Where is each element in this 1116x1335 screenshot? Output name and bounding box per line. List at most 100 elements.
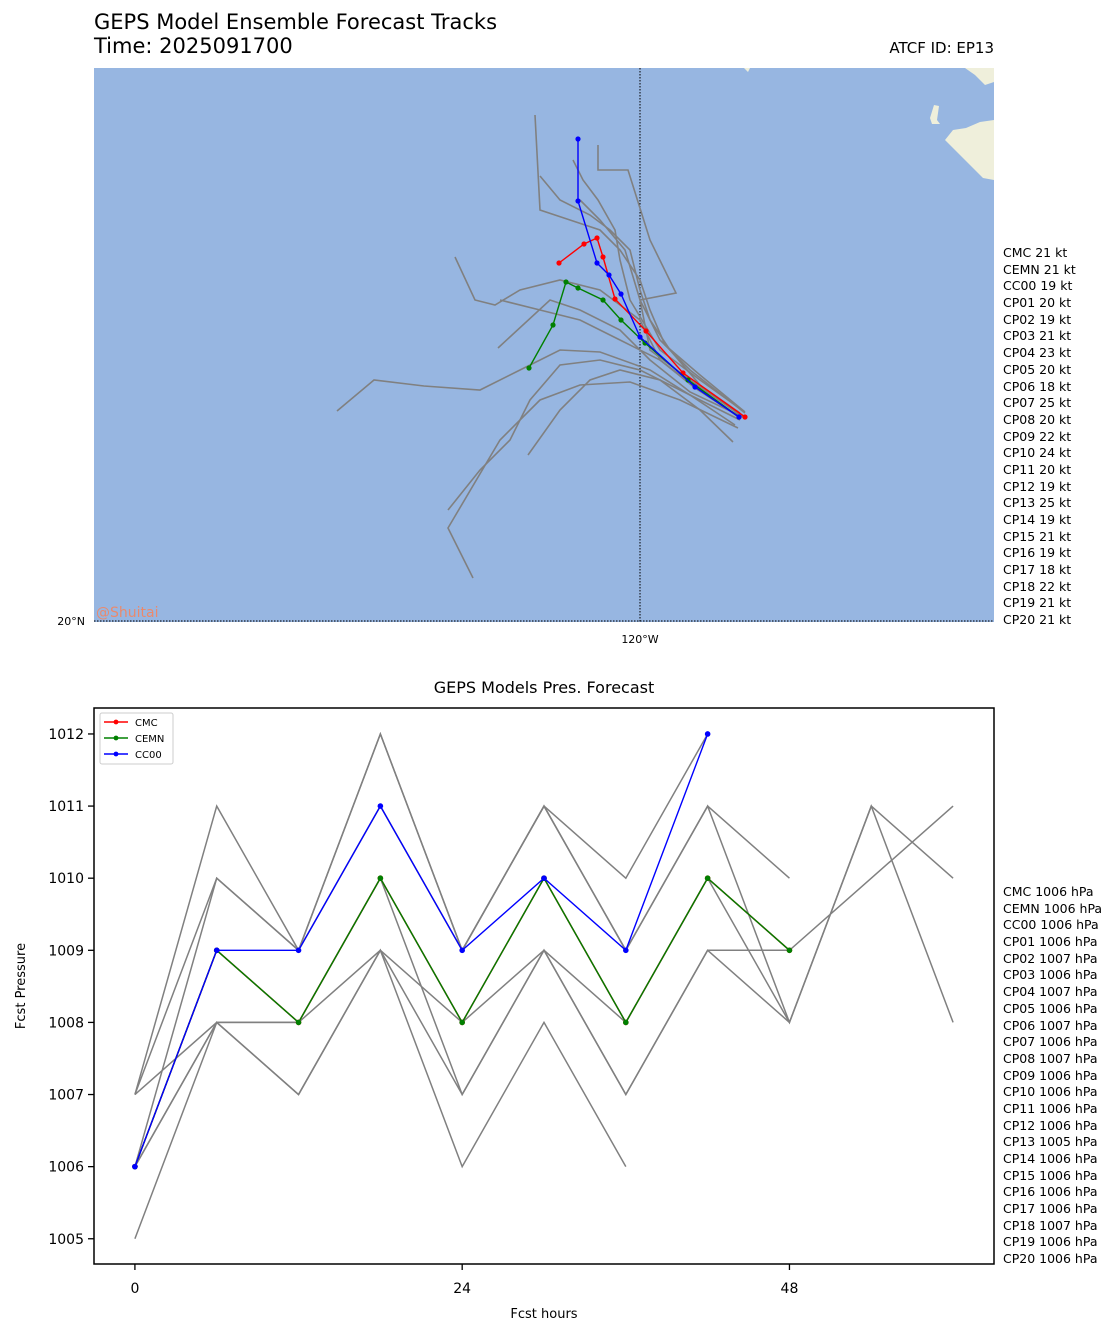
- y-tick-label: 1011: [48, 799, 84, 815]
- legend-label-cemn: CEMN: [135, 734, 164, 745]
- y-tick-label: 1005: [48, 1232, 84, 1248]
- pressure-value-label: CP06 1007 hPa: [1003, 1017, 1098, 1033]
- track-cmc-point: [612, 296, 618, 302]
- pressure-list: CMC 1006 hPa CEMN 1006 hPa CC00 1006 hPa CP…: [1003, 884, 1102, 1268]
- track-cmc-point: [643, 328, 649, 334]
- track-cemn-point: [575, 285, 581, 291]
- pressure-point-cemn: [623, 1019, 629, 1026]
- pressure-value-label: CP16 1006 hPa: [1003, 1184, 1098, 1200]
- pressure-point-cc00: [132, 1163, 138, 1170]
- legend: CMC CEMN CC00: [99, 712, 174, 765]
- pressure-value-label: CMC 1006 hPa: [1003, 884, 1094, 899]
- land-islet: [744, 68, 750, 72]
- y-tick-label: 1008: [48, 1015, 84, 1031]
- wind-intensity-label: CP03 21 kt: [1003, 328, 1072, 344]
- track-cemn-point: [563, 279, 569, 285]
- member-pressure-line-1: [134, 731, 709, 1095]
- legend-label-cc00: CC00: [135, 750, 162, 761]
- wind-intensity-label: CP08 20 kt: [1003, 411, 1072, 427]
- wind-intensity-label: CP01 20 kt: [1003, 295, 1072, 311]
- wind-intensity-label: CC00 19 kt: [1003, 278, 1073, 294]
- member-track-12: [539, 175, 741, 414]
- highlight-tracks: [526, 136, 748, 420]
- track-cc00-point: [618, 291, 624, 297]
- pressure-value-label: CP08 1007 hPa: [1003, 1050, 1098, 1066]
- pressure-value-label: CP10 1006 hPa: [1003, 1084, 1098, 1100]
- pressure-point-cc00: [295, 947, 302, 954]
- x-ticks: 0 24 48: [130, 1264, 798, 1297]
- land-baja: [945, 120, 994, 180]
- pressure-point-cc00: [704, 731, 711, 737]
- land-layer: [744, 68, 994, 180]
- pressure-point-cc00: [623, 947, 629, 954]
- lat-label: 20°N: [57, 615, 85, 628]
- pressure-point-cemn: [704, 875, 711, 881]
- legend-marker-cc00: [113, 751, 119, 757]
- track-cemn-point: [550, 322, 556, 328]
- wind-intensity-label: CP11 20 kt: [1003, 461, 1072, 477]
- pressure-line-cc00: [134, 733, 709, 1167]
- wind-intensity-label: CP05 20 kt: [1003, 361, 1072, 377]
- pressure-value-label: CP20 1006 hPa: [1003, 1251, 1098, 1267]
- track-cemn-point: [526, 365, 532, 371]
- pressure-value-label: CP04 1007 hPa: [1003, 984, 1098, 1000]
- member-pressure-line-2: [134, 731, 790, 1095]
- pressure-value-label: CP19 1006 hPa: [1003, 1234, 1098, 1250]
- wind-intensity-label: CMC 21 kt: [1003, 245, 1068, 260]
- member-pressure-line-8: [134, 876, 790, 1097]
- legend-marker-cemn: [113, 735, 119, 741]
- wind-intensity-label: CP18 22 kt: [1003, 578, 1072, 594]
- pressure-value-label: CP01 1006 hPa: [1003, 934, 1098, 950]
- pressure-point-cemn: [377, 875, 384, 881]
- wind-intensity-label: CP06 18 kt: [1003, 378, 1072, 394]
- track-cmc-point: [594, 235, 600, 241]
- wind-intensity-label: CP02 19 kt: [1003, 311, 1072, 327]
- pressure-value-label: CP17 1006 hPa: [1003, 1201, 1098, 1217]
- wind-intensity-label: CP14 19 kt: [1003, 512, 1072, 527]
- pressure-point-cemn: [786, 947, 793, 954]
- track-cemn-point: [600, 297, 606, 303]
- pressure-value-label: CP15 1006 hPa: [1003, 1167, 1098, 1183]
- wind-intensity-label: CEMN 21 kt: [1003, 261, 1076, 277]
- pressure-value-label: CP14 1006 hPa: [1003, 1151, 1098, 1166]
- track-cc00-point: [692, 384, 698, 390]
- pressure-point-cc00: [377, 803, 384, 809]
- pressure-point-cc00: [541, 875, 547, 881]
- land-coast: [965, 68, 994, 85]
- wind-intensity-label: CP12 19 kt: [1003, 478, 1072, 494]
- y-tick-label: 1010: [48, 871, 84, 887]
- member-track-4: [447, 381, 739, 579]
- member-pressure-line-7: [134, 948, 627, 1240]
- map-title: GEPS Model Ensemble Forecast Tracks: [94, 10, 498, 34]
- pressure-value-label: CP02 1007 hPa: [1003, 950, 1098, 966]
- x-tick-label: 24: [453, 1281, 471, 1297]
- y-tick-label: 1009: [48, 943, 84, 959]
- track-cemn-point: [618, 317, 624, 323]
- track-cemn-point: [642, 340, 648, 346]
- x-tick-label: 48: [781, 1281, 799, 1297]
- pressure-point-cc00: [213, 947, 220, 954]
- pressure-value-label: CC00 1006 hPa: [1003, 917, 1099, 933]
- wind-intensity-label: CP15 21 kt: [1003, 528, 1072, 544]
- pressure-value-label: CP05 1006 hPa: [1003, 1000, 1098, 1016]
- track-map: @Shuitai 20°N 120°W: [57, 68, 994, 646]
- lon-label: 120°W: [621, 633, 658, 646]
- y-tick-label: 1012: [48, 727, 84, 743]
- wind-intensity-label: CP19 21 kt: [1003, 595, 1072, 611]
- y-axis-label: Fcst Pressure: [14, 943, 29, 1029]
- track-cmc-point: [600, 254, 606, 260]
- wind-intensity-label: CP09 22 kt: [1003, 428, 1072, 444]
- x-axis-label: Fcst hours: [510, 1307, 577, 1322]
- pressure-point-cemn: [295, 1019, 302, 1026]
- track-cc00-point: [575, 198, 581, 204]
- pressure-value-label: CP07 1006 hPa: [1003, 1034, 1098, 1050]
- track-cmc-point: [742, 414, 748, 420]
- legend-marker-cmc: [113, 719, 119, 725]
- track-cmc-point: [581, 241, 587, 247]
- track-cc00-point: [637, 334, 643, 340]
- pressure-value-label: CP09 1006 hPa: [1003, 1067, 1098, 1083]
- track-cc00-point: [606, 272, 612, 278]
- plot-frame: [93, 707, 995, 1265]
- track-cc00-point: [736, 414, 742, 420]
